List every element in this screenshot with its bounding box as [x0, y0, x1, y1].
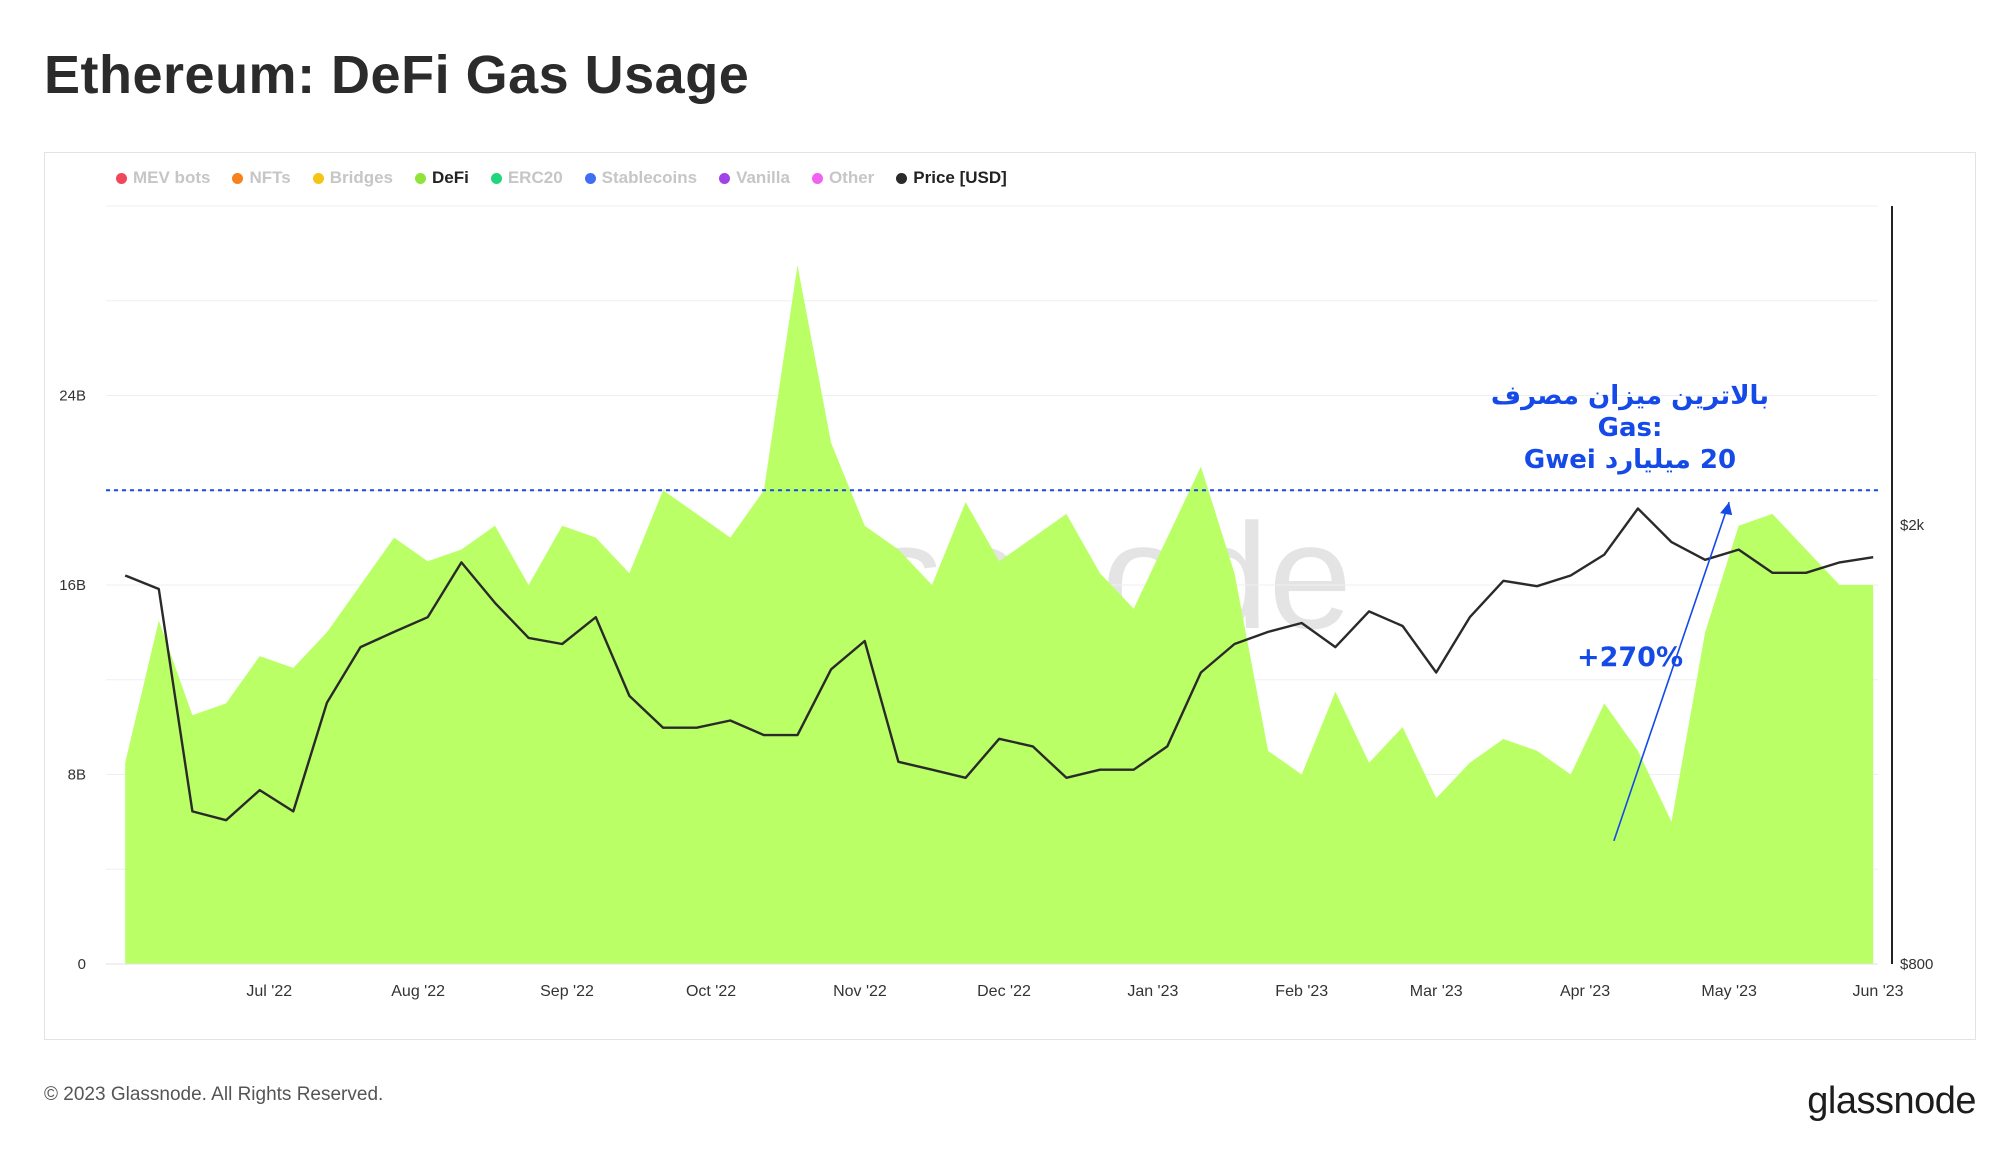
x-tick-label: Mar '23 — [1410, 983, 1463, 1000]
legend-item-nfts[interactable]: NFTs — [232, 168, 291, 188]
chart-panel — [44, 152, 1976, 1040]
x-tick-label: Jul '22 — [246, 983, 292, 1000]
legend-dot-icon — [490, 172, 502, 184]
x-tick-label: Sep '22 — [540, 983, 594, 1000]
axes-group: 0 8B 16B 24B $800 $2k Jul '22 Aug '22 Sep '22 Oct… — [59, 206, 1933, 1000]
x-tick-label: Nov '22 — [833, 983, 887, 1000]
x-tick-label: Apr '23 — [1560, 983, 1610, 1000]
x-tick-label: Oct '22 — [686, 983, 736, 1000]
increase-annotation: +270% — [1576, 642, 1684, 673]
y-left-tick-label: 24B — [59, 388, 86, 405]
legend-dot-icon — [312, 172, 324, 184]
x-tick-label: Dec '22 — [977, 983, 1031, 1000]
price-line — [124, 507, 1874, 822]
y-left-tick-label: 0 — [78, 956, 86, 973]
peak-annotation-line: بالاترین میزان مصرف — [1490, 381, 1770, 411]
y-left-tick-label: 8B — [68, 767, 86, 784]
increase-arrow-line — [1613, 501, 1730, 842]
peak-annotation-line: :Gas — [1597, 413, 1663, 443]
legend-dot-icon — [584, 172, 596, 184]
legend-dot-icon — [811, 172, 823, 184]
legend-item-stablecoins[interactable]: Stablecoins — [584, 168, 697, 188]
y-right-tick-label: $2k — [1900, 517, 1925, 534]
x-tick-label: Jan '23 — [1127, 983, 1178, 1000]
x-tick-label: Aug '22 — [391, 983, 445, 1000]
legend-item-erc20[interactable]: ERC20 — [490, 168, 563, 188]
copyright-footer: © 2023 Glassnode. All Rights Reserved. — [44, 1084, 384, 1105]
brand-logo: glassnode — [1807, 1080, 1976, 1122]
x-tick-label: Feb '23 — [1275, 983, 1328, 1000]
chart-legend: MEV bots NFTs Bridges DeFi ERC20 Stablec… — [116, 168, 1007, 188]
legend-dot-icon — [896, 172, 908, 184]
chart-title: Ethereum: DeFi Gas Usage — [44, 45, 750, 105]
legend-item-vanilla[interactable]: Vanilla — [719, 168, 790, 188]
y-left-tick-label: 16B — [59, 577, 86, 594]
peak-annotation-line: 20 میلیارد Gwei — [1523, 445, 1737, 475]
y-right-tick-label: $800 — [1900, 956, 1933, 973]
legend-item-mev-bots[interactable]: MEV bots — [116, 168, 210, 188]
peak-annotation: بالاترین میزان مصرف :Gas 20 میلیارد Gwei — [1480, 380, 1780, 476]
annotation-group — [106, 489, 1878, 842]
legend-item-defi[interactable]: DeFi — [415, 168, 469, 188]
legend-dot-icon — [232, 172, 244, 184]
legend-dot-icon — [415, 172, 426, 184]
x-tick-label: May '23 — [1701, 983, 1757, 1000]
legend-item-other[interactable]: Other — [811, 168, 874, 188]
legend-item-price[interactable]: Price [USD] — [896, 168, 1007, 188]
x-tick-label: Jun '23 — [1852, 983, 1903, 1000]
legend-dot-icon — [719, 172, 731, 184]
price-line-group — [124, 507, 1874, 822]
defi-area — [125, 265, 1874, 964]
legend-dot-icon — [116, 172, 127, 184]
arrow-head-icon — [1720, 502, 1733, 516]
legend-item-bridges[interactable]: Bridges — [312, 168, 393, 188]
defi-area-group — [125, 265, 1874, 964]
